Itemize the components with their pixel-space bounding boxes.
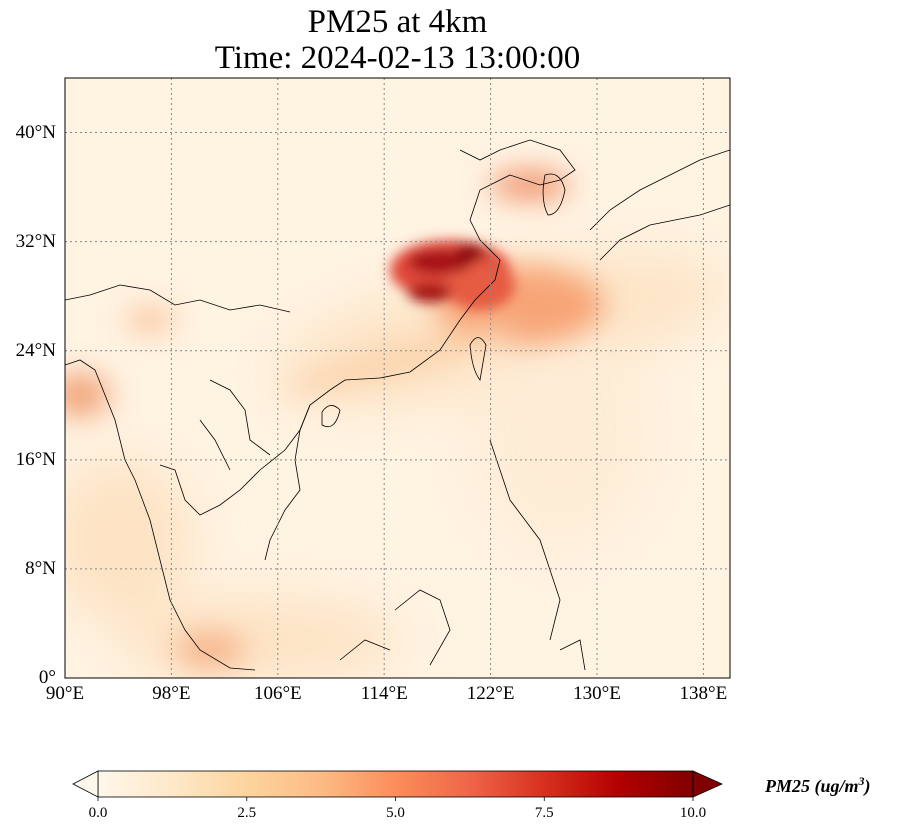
colorbar-tick-label: 5.0 xyxy=(386,805,405,821)
lon-tick-label: 130°E xyxy=(573,683,621,704)
lon-tick-label: 138°E xyxy=(679,683,728,704)
map-frame xyxy=(64,77,731,679)
colorbar-tick-label: 0.0 xyxy=(88,805,108,821)
colorbar-tick-label: 10.0 xyxy=(679,805,707,821)
colorbar-tick-label: 7.5 xyxy=(534,805,554,821)
lat-tick-label: 8°N xyxy=(25,557,56,579)
lat-tick-label: 40°N xyxy=(15,121,56,143)
colorbar-label-var: PM25 xyxy=(765,776,810,796)
lon-tick-label: 114°E xyxy=(360,683,408,704)
lon-tick-label: 98°E xyxy=(152,683,191,704)
colorbar-label: PM25 (ug/m3) xyxy=(765,774,871,797)
title-time: Time: 2024-02-13 13:00:00 xyxy=(214,40,581,76)
colorbar-label-units: (ug/m xyxy=(814,776,859,796)
lon-tick-label: 90°E xyxy=(45,683,85,704)
lat-tick-label: 32°N xyxy=(15,230,56,252)
colorbar-label-close: ) xyxy=(864,776,871,796)
colorbar-body xyxy=(97,770,694,798)
colorbar-extend-min xyxy=(72,770,99,798)
lat-tick-label: 0° xyxy=(38,667,56,688)
colorbar-tick-label: 2.5 xyxy=(237,805,257,821)
lon-tick-label: 122°E xyxy=(466,683,515,704)
colorbar-label-exp: 3 xyxy=(858,774,865,788)
pm25-field xyxy=(65,78,730,678)
title-variable: PM25 at 4km xyxy=(307,4,488,40)
lat-tick-label: 16°N xyxy=(15,448,56,470)
lon-tick-label: 106°E xyxy=(253,683,302,704)
lat-tick-label: 24°N xyxy=(15,339,56,361)
colorbar-extend-max xyxy=(692,770,723,798)
map-title: PM25 at 4km Time: 2024-02-13 13:00:00 xyxy=(65,4,730,76)
gridlines xyxy=(65,78,730,678)
colorbar xyxy=(72,770,723,801)
coastlines xyxy=(65,139,730,671)
